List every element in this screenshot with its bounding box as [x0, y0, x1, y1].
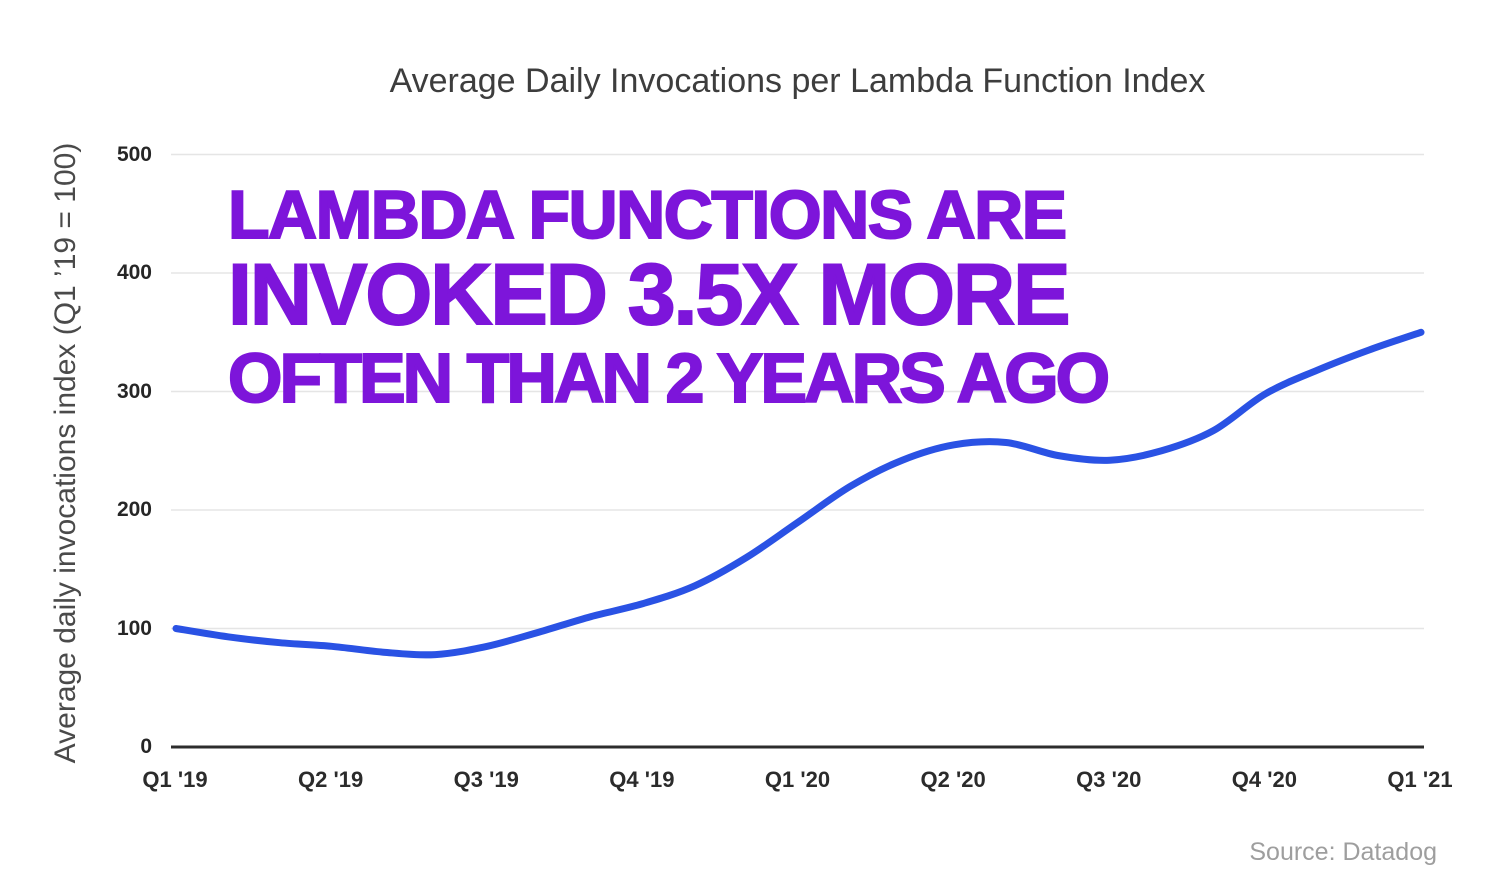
x-tick-label: Q1 '20: [764, 767, 831, 792]
y-tick-label: 100: [116, 616, 152, 640]
x-tick-label: Q4 '20: [1231, 767, 1297, 792]
x-tick-label: Q3 '19: [453, 767, 519, 792]
x-tick-label: Q4 '19: [609, 767, 675, 792]
y-tick-label: 300: [116, 379, 152, 403]
y-tick-label: 200: [116, 498, 152, 521]
x-tick-label: Q2 '19: [298, 767, 364, 792]
y-tick-label: 0: [140, 735, 152, 758]
x-tick-label: Q1 '21: [1387, 767, 1453, 792]
invocations-index-line: [172, 328, 1425, 659]
headline-annotation-line-1: LAMBDA FUNCTIONS ARE: [227, 177, 1068, 253]
y-tick-label: 400: [116, 261, 152, 284]
source-attribution: Source: Datadog: [1249, 838, 1437, 866]
headline-annotation-line-3: OFTEN THAN 2 YEARS AGO: [227, 339, 1111, 417]
y-tick-label: 500: [116, 142, 152, 166]
x-tick-label: Q3 '20: [1076, 767, 1142, 792]
chart-title: Average Daily Invocations per Lambda Fun…: [389, 62, 1206, 100]
x-tick-label: Q1 '19: [142, 767, 208, 792]
x-tick-label: Q2 '20: [920, 767, 986, 792]
headline-annotation-line-2: INVOKED 3.5X MORE: [227, 247, 1072, 343]
